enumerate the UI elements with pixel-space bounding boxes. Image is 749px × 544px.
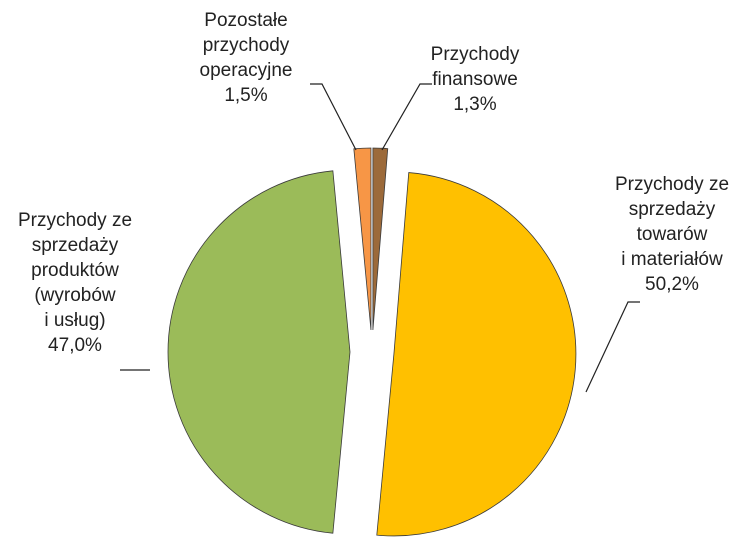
slice-label: Przychody ze sprzedaży towarów i materiałów… xyxy=(615,172,729,297)
value-label: 1,5% xyxy=(224,85,268,106)
category-label: Przychody ze sprzedaży produktów (wyrobów i … xyxy=(17,210,133,331)
leader-line xyxy=(310,83,357,151)
category-label: Przychody finansowe xyxy=(430,44,520,90)
pie-slice xyxy=(372,147,389,331)
value-label: 50,2% xyxy=(645,274,699,295)
leader-line xyxy=(585,301,640,393)
value-label: 1,3% xyxy=(453,94,497,115)
slice-label: Przychody finansowe 1,3% xyxy=(431,42,520,117)
slice-label: Pozostałe przychody operacyjne 1,5% xyxy=(200,8,293,108)
slice-label: Przychody ze sprzedaży produktów (wyrobów i … xyxy=(18,208,132,358)
category-label: Pozostałe przychody operacyjne xyxy=(199,10,293,81)
pie-slice xyxy=(376,172,577,537)
pie-slice xyxy=(167,170,351,534)
category-label: Przychody ze sprzedaży towarów i materiałów xyxy=(614,174,730,270)
leader-line xyxy=(381,83,432,151)
pie-slice xyxy=(353,147,372,331)
value-label: 47,0% xyxy=(48,335,102,356)
